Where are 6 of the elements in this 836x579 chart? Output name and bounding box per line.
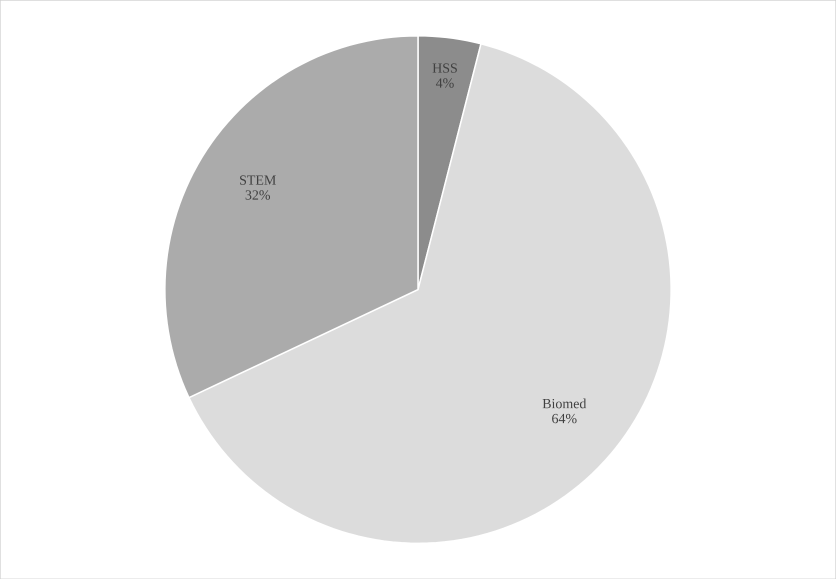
data-label: 32% xyxy=(246,190,270,200)
slice-label: Biomed xyxy=(542,398,586,408)
data-label: 64% xyxy=(552,414,577,424)
slice-label: HSS xyxy=(432,63,457,73)
slice-label: STEM xyxy=(240,175,276,185)
data-label: 4% xyxy=(436,78,454,88)
